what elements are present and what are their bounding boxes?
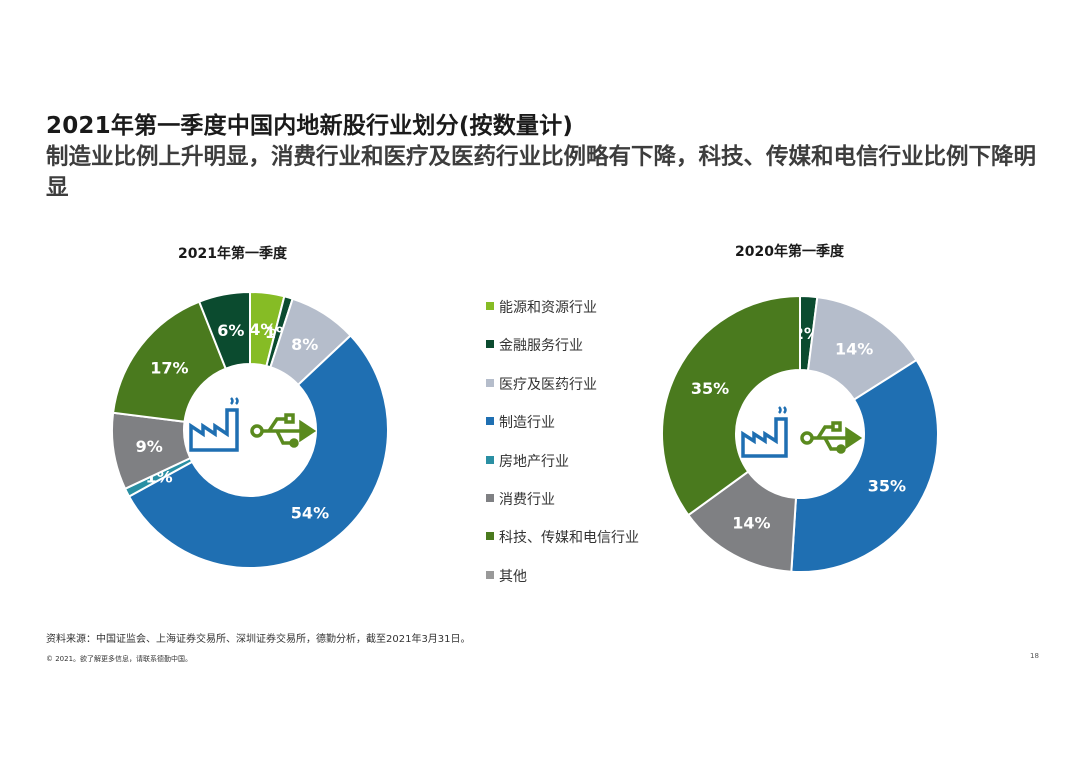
- legend-label: 其他: [499, 568, 527, 585]
- legend-label: 科技、传媒和电信行业: [499, 530, 639, 547]
- slice-label: 6%: [217, 321, 244, 340]
- legend-label: 房地产行业: [499, 453, 569, 470]
- legend-item: 医疗及医药行业: [486, 374, 639, 412]
- legend-item: 科技、传媒和电信行业: [486, 527, 639, 565]
- legend: 能源和资源行业 金融服务行业 医疗及医药行业 制造行业 房地产行业 消费行业 科…: [486, 297, 639, 604]
- slice-label: 9%: [136, 437, 163, 456]
- legend-swatch: [486, 532, 494, 541]
- slice-label: 8%: [291, 335, 318, 354]
- chart-title-2021: 2021年第一季度: [178, 246, 287, 262]
- donut-chart-2020: 2%14%35%14%35%: [661, 294, 939, 573]
- legend-label: 医疗及医药行业: [499, 376, 597, 393]
- usb-icon: [250, 413, 317, 448]
- legend-item: 能源和资源行业: [486, 297, 639, 335]
- page-title: 2021年第一季度中国内地新股行业划分(按数量计): [46, 113, 574, 139]
- legend-item: 金融服务行业: [486, 335, 639, 373]
- factory-icon: [189, 397, 239, 452]
- legend-label: 能源和资源行业: [499, 300, 597, 316]
- legend-swatch: [486, 417, 494, 426]
- legend-swatch: [486, 493, 494, 502]
- slice-label: 14%: [732, 514, 770, 533]
- source-note: 资料来源：中国证监会、上海证券交易所、深圳证券交易所，德勤分析，截至2021年3…: [46, 634, 471, 645]
- legend-swatch: [486, 302, 494, 310]
- legend-label: 金融服务行业: [499, 338, 583, 355]
- factory-icon: [741, 406, 788, 458]
- legend-label: 消费行业: [499, 491, 555, 508]
- legend-swatch: [486, 455, 494, 464]
- donut-slice: [661, 294, 801, 517]
- slice-label: 14%: [835, 340, 873, 359]
- legend-item: 制造行业: [486, 412, 639, 450]
- slice-label: 54%: [291, 504, 329, 523]
- donut-slice: [127, 334, 389, 569]
- donut-slice: [790, 358, 939, 573]
- legend-swatch: [486, 570, 494, 579]
- legend-item: 消费行业: [486, 489, 639, 527]
- copyright: © 2021。欲了解更多信息，请联系德勤中国。: [46, 655, 193, 663]
- slice-label: 35%: [691, 379, 729, 398]
- chart-title-2020: 2020年第一季度: [735, 244, 844, 260]
- legend-swatch: [486, 340, 494, 349]
- donut-slice: [111, 300, 228, 423]
- donut-chart-2021: 4%1%8%54%1%9%17%6%: [111, 290, 389, 569]
- slice-label: 17%: [150, 358, 188, 377]
- legend-item: 房地产行业: [486, 451, 639, 489]
- page-number: 18: [1030, 652, 1039, 660]
- page-subtitle: 制造业比例上升明显，消费行业和医疗及医药行业比例略有下降，科技、传媒和电信行业比…: [46, 144, 1037, 201]
- legend-item: 其他: [486, 566, 639, 604]
- usb-icon: [800, 421, 863, 454]
- slice-label: 35%: [868, 476, 906, 495]
- legend-swatch: [486, 378, 494, 387]
- donut-slice: [197, 290, 251, 370]
- slice-label: 4%: [249, 320, 276, 339]
- legend-label: 制造行业: [499, 415, 555, 432]
